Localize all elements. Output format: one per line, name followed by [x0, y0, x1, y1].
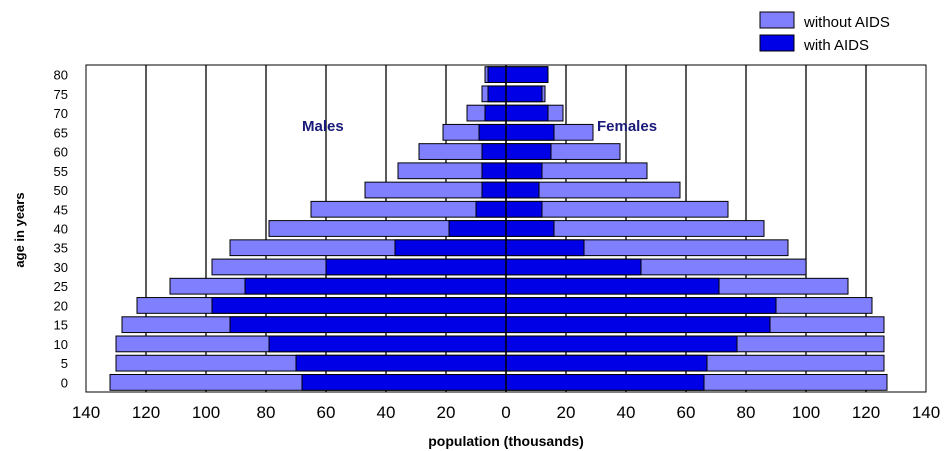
- bar-females-with-aids-10: [505, 335, 738, 353]
- bar-females-with-aids-45: [505, 200, 543, 218]
- y-tick-label: 45: [54, 202, 68, 217]
- bar-females-with-aids-65: [505, 123, 555, 141]
- bar-females-with-aids-50: [505, 181, 540, 199]
- bar-females-with-aids-25: [505, 277, 720, 295]
- annotation-males: Males: [302, 118, 344, 135]
- y-tick-label: 60: [54, 145, 68, 160]
- legend: without AIDS with AIDS: [759, 11, 890, 54]
- x-tick-label: 40: [617, 403, 636, 422]
- x-tick-label: 140: [72, 403, 100, 422]
- y-tick-label: 55: [54, 164, 68, 179]
- bar-males-with-aids-35: [394, 239, 507, 257]
- bar-males-with-aids-80: [487, 66, 507, 84]
- bar-males-with-aids-10: [268, 335, 507, 353]
- y-tick-label: 0: [61, 375, 68, 390]
- bar-females-with-aids-15: [505, 316, 771, 334]
- bar-females-with-aids-5: [505, 354, 708, 372]
- legend-label-with-aids: with AIDS: [803, 37, 869, 54]
- y-tick-labels: 0 5 10 15 20 25 30 35 40 45 50 55 60 65 70 75 80: [54, 68, 68, 391]
- y-tick-label: 50: [54, 183, 68, 198]
- x-tick-label: 60: [317, 403, 336, 422]
- bar-males-with-aids-30: [325, 258, 507, 276]
- bar-males-with-aids-40: [448, 220, 507, 237]
- x-tick-label: 80: [257, 403, 276, 422]
- bar-females-with-aids-40: [505, 220, 555, 237]
- bar-males-with-aids-20: [211, 297, 507, 314]
- bars: [109, 65, 888, 392]
- y-axis-title: age in years: [12, 192, 27, 267]
- bar-females-with-aids-0: [505, 373, 705, 391]
- x-axis-title: population (thousands): [428, 433, 584, 449]
- x-tick-label: 120: [852, 403, 880, 422]
- bar-males-with-aids-60: [481, 143, 507, 160]
- bar-males-with-aids-0: [301, 373, 507, 391]
- y-tick-label: 5: [61, 356, 68, 371]
- bar-males-with-aids-65: [478, 123, 507, 141]
- x-tick-label: 140: [912, 403, 940, 422]
- bar-males-with-aids-15: [229, 316, 507, 334]
- bar-males-with-aids-55: [481, 162, 507, 180]
- bar-females-with-aids-30: [505, 258, 642, 276]
- bar-females-with-aids-55: [505, 162, 543, 180]
- y-tick-label: 80: [54, 68, 68, 83]
- legend-label-without-aids: without AIDS: [803, 14, 890, 31]
- bar-males-with-aids-25: [244, 277, 507, 295]
- x-tick-label: 100: [192, 403, 220, 422]
- bar-females-with-aids-35: [505, 239, 585, 257]
- bar-males-with-aids-70: [484, 104, 507, 122]
- x-tick-label: 60: [677, 403, 696, 422]
- x-tick-label: 80: [737, 403, 756, 422]
- x-tick-label: 0: [501, 403, 510, 422]
- x-tick-label: 100: [792, 403, 820, 422]
- bar-females-with-aids-20: [505, 297, 777, 314]
- y-tick-label: 70: [54, 106, 68, 121]
- y-tick-label: 75: [54, 87, 68, 102]
- y-tick-label: 15: [54, 318, 68, 333]
- legend-swatch-without-aids: [759, 11, 795, 29]
- bar-females-with-aids-75: [505, 85, 543, 103]
- x-tick-label: 20: [437, 403, 456, 422]
- bar-males-with-aids-45: [475, 200, 507, 218]
- y-tick-label: 20: [54, 298, 68, 313]
- bar-females-with-aids-60: [505, 143, 552, 160]
- x-tick-label: 40: [377, 403, 396, 422]
- bar-males-with-aids-75: [487, 85, 507, 103]
- bar-males-with-aids-5: [295, 354, 507, 372]
- legend-swatch-with-aids: [759, 34, 795, 52]
- y-tick-label: 35: [54, 241, 68, 256]
- y-tick-label: 40: [54, 222, 68, 237]
- y-tick-label: 25: [54, 279, 68, 294]
- bar-females-with-aids-70: [505, 104, 549, 122]
- x-tick-labels: 140 120 100 80 60 40 20 0 20 40 60 80 100 120 140: [72, 403, 940, 422]
- x-tick-label: 20: [557, 403, 576, 422]
- annotation-females: Females: [597, 118, 657, 135]
- bar-males-with-aids-50: [481, 181, 507, 199]
- x-tick-label: 120: [132, 403, 160, 422]
- y-tick-label: 10: [54, 337, 68, 352]
- bar-females-with-aids-80: [505, 66, 549, 84]
- y-tick-label: 65: [54, 125, 68, 140]
- y-tick-label: 30: [54, 260, 68, 275]
